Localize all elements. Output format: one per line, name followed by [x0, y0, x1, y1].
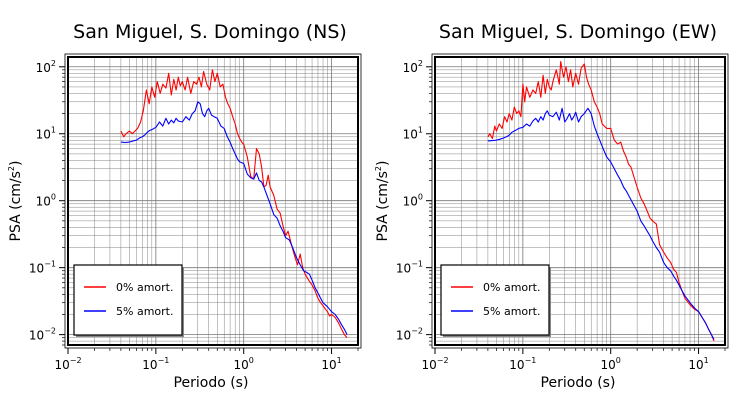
legend-box: [440, 264, 550, 336]
y-tick-label: 10−2: [396, 327, 423, 343]
series-line-undamped: [120, 69, 348, 339]
x-tick-label: 101: [688, 356, 708, 372]
chart-title: San Miguel, S. Domingo (EW): [439, 21, 717, 43]
legend-label: 5% amort.: [116, 305, 173, 318]
panel-ew: San Miguel, S. Domingo (EW) 10−2 10−1 100 10…: [374, 21, 729, 391]
y-tick-label: 10−1: [29, 260, 56, 276]
series-line-damped: [487, 107, 715, 340]
y-tick-label: 100: [403, 193, 423, 209]
legend-label: 0% amort.: [483, 281, 540, 294]
x-tick-label: 10−2: [54, 356, 81, 372]
x-axis-label: Periodo (s): [541, 375, 616, 391]
y-tick-label: 102: [36, 59, 56, 75]
x-tick-label: 100: [234, 356, 254, 372]
y-axis-label: PSA (cm/s2): [374, 161, 391, 242]
series-line-undamped: [487, 60, 715, 342]
y-tick-label: 100: [36, 193, 56, 209]
series-line-damped: [120, 101, 348, 335]
legend: 0% amort. 5% amort.: [440, 264, 551, 337]
y-tick-label: 102: [403, 59, 423, 75]
x-tick-label: 100: [601, 356, 621, 372]
plot-frame: [67, 56, 359, 346]
y-tick-label: 101: [36, 126, 56, 142]
x-tick-label: 101: [321, 356, 341, 372]
legend-label: 5% amort.: [483, 305, 540, 318]
x-tick-label: 10−1: [142, 356, 169, 372]
panel-ns: San Miguel, S. Domingo (NS) 10−2 10−1 100 10…: [7, 21, 362, 391]
y-tick-label: 101: [403, 126, 423, 142]
legend: 0% amort. 5% amort.: [73, 264, 184, 337]
legend-box: [73, 264, 183, 336]
y-tick-label: 10−1: [396, 260, 423, 276]
chart-title: San Miguel, S. Domingo (NS): [73, 21, 347, 43]
y-axis-label: PSA (cm/s2): [7, 161, 24, 242]
plot-frame: [434, 56, 726, 346]
x-tick-label: 10−1: [509, 356, 536, 372]
x-tick-label: 10−2: [421, 356, 448, 372]
legend-label: 0% amort.: [116, 281, 173, 294]
y-tick-label: 10−2: [29, 327, 56, 343]
x-axis-label: Periodo (s): [174, 375, 249, 391]
